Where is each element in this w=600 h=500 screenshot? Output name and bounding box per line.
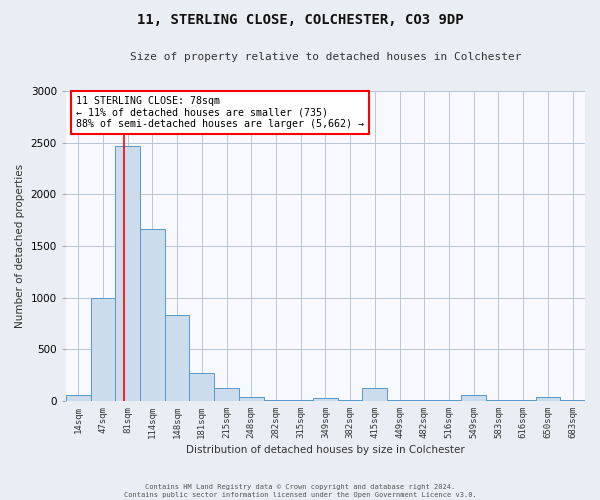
Bar bbox=[115, 146, 140, 401]
Title: Size of property relative to detached houses in Colchester: Size of property relative to detached ho… bbox=[130, 52, 521, 62]
Bar bbox=[289, 400, 313, 401]
Bar bbox=[362, 388, 387, 401]
Bar bbox=[214, 388, 239, 401]
Bar bbox=[412, 400, 437, 401]
Bar bbox=[66, 394, 91, 401]
Bar bbox=[560, 400, 585, 401]
Bar bbox=[263, 400, 289, 401]
Bar bbox=[239, 397, 263, 401]
Bar bbox=[486, 400, 511, 401]
Bar bbox=[91, 298, 115, 401]
Text: Contains HM Land Registry data © Crown copyright and database right 2024.
Contai: Contains HM Land Registry data © Crown c… bbox=[124, 484, 476, 498]
Bar bbox=[437, 400, 461, 401]
Text: 11 STERLING CLOSE: 78sqm
← 11% of detached houses are smaller (735)
88% of semi-: 11 STERLING CLOSE: 78sqm ← 11% of detach… bbox=[76, 96, 364, 129]
Bar bbox=[338, 400, 362, 401]
Bar bbox=[536, 397, 560, 401]
Bar bbox=[461, 396, 486, 401]
Bar bbox=[387, 400, 412, 401]
Bar bbox=[313, 398, 338, 401]
Y-axis label: Number of detached properties: Number of detached properties bbox=[15, 164, 25, 328]
Bar bbox=[190, 373, 214, 401]
Text: 11, STERLING CLOSE, COLCHESTER, CO3 9DP: 11, STERLING CLOSE, COLCHESTER, CO3 9DP bbox=[137, 12, 463, 26]
X-axis label: Distribution of detached houses by size in Colchester: Distribution of detached houses by size … bbox=[186, 445, 465, 455]
Bar bbox=[140, 230, 165, 401]
Bar bbox=[165, 315, 190, 401]
Bar bbox=[511, 400, 536, 401]
